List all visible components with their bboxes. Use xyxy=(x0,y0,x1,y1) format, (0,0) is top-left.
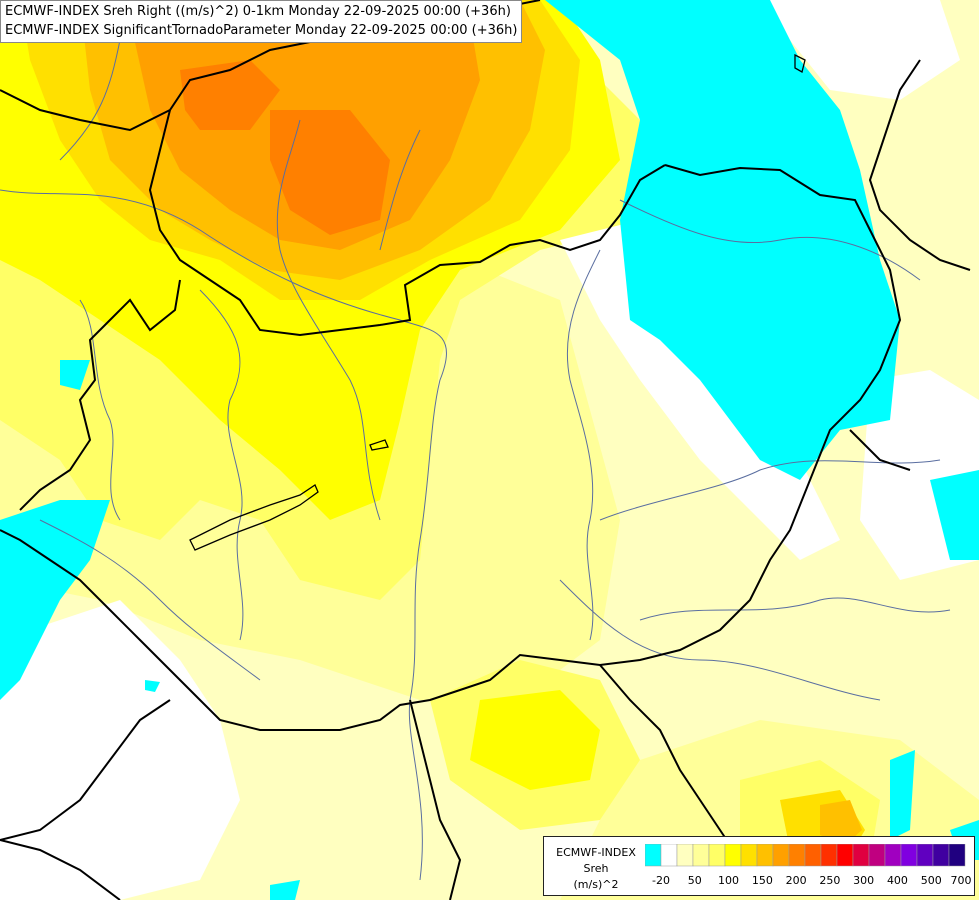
legend-swatch xyxy=(788,844,806,867)
legend-swatch xyxy=(820,844,838,867)
title-line-1: ECMWF-INDEX Sreh Right ((m/s)^2) 0-1km M… xyxy=(5,4,511,19)
legend-colorbar: -20 50 100 150 200 250 300 400 500 700 xyxy=(645,844,972,887)
legend-swatch xyxy=(836,844,854,867)
legend-swatch xyxy=(916,844,934,867)
lakes xyxy=(189,53,806,551)
legend-swatch xyxy=(852,844,870,867)
legend-tick-label: 100 xyxy=(718,874,739,887)
legend-swatch xyxy=(660,844,678,867)
legend-tick-label: 300 xyxy=(853,874,874,887)
legend-text: ECMWF-INDEX Sreh (m/s)^2 xyxy=(548,845,644,893)
rivers xyxy=(0,39,951,881)
legend-swatch xyxy=(708,844,726,867)
legend-swatch xyxy=(948,844,966,867)
legend-swatch xyxy=(884,844,902,867)
lake-balaton xyxy=(189,484,319,551)
legend-tick-label: 200 xyxy=(786,874,807,887)
legend-tick-label: -20 xyxy=(652,874,670,887)
legend-swatch xyxy=(740,844,758,867)
legend-tick-label: 400 xyxy=(887,874,908,887)
legend-tick-label: 250 xyxy=(819,874,840,887)
legend-model: ECMWF-INDEX xyxy=(556,846,636,859)
legend-swatch xyxy=(676,844,694,867)
color-legend: ECMWF-INDEX Sreh (m/s)^2 -20 50 100 150 200 2… xyxy=(543,836,975,896)
legend-swatch xyxy=(645,844,662,867)
legend-swatch xyxy=(868,844,886,867)
legend-swatch xyxy=(724,844,742,867)
legend-parameter: Sreh xyxy=(583,862,609,875)
legend-swatch xyxy=(932,844,950,867)
legend-unit: (m/s)^2 xyxy=(573,878,619,891)
legend-swatch xyxy=(772,844,790,867)
title-line-2: ECMWF-INDEX SignificantTornadoParameter … xyxy=(5,23,518,38)
legend-swatch xyxy=(692,844,710,867)
legend-tick-label: 700 xyxy=(951,874,972,887)
legend-swatch xyxy=(756,844,774,867)
legend-tick-label: 150 xyxy=(752,874,773,887)
legend-swatch xyxy=(804,844,822,867)
legend-tick-label: 50 xyxy=(688,874,702,887)
sreh-field-400 xyxy=(180,60,390,235)
legend-swatch xyxy=(900,844,918,867)
map-title-box: ECMWF-INDEX Sreh Right ((m/s)^2) 0-1km M… xyxy=(0,0,522,43)
legend-tick-label: 500 xyxy=(921,874,942,887)
